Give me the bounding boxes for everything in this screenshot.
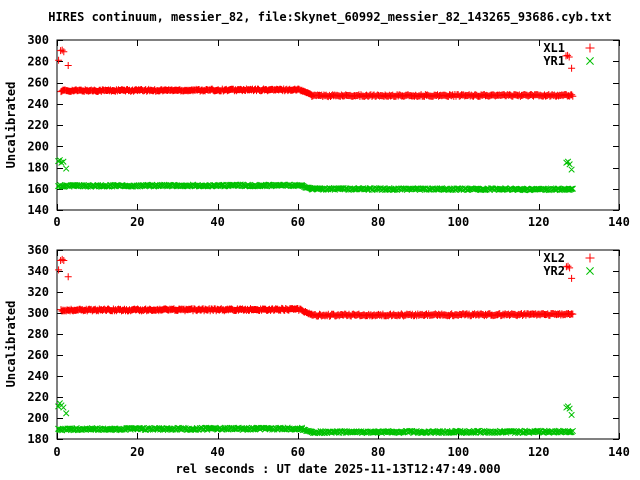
y-tick-label: 300 (27, 33, 49, 47)
panel-bottom: 0 20 40 60 80 100 120 140 180 200 220 240 260 280 300 3… (4, 243, 630, 459)
x-tick-label: 140 (608, 445, 630, 459)
legend-label-xl2: XL2 (543, 251, 565, 265)
legend-label-xl1: XL1 (543, 41, 565, 55)
x-tick-label: 40 (210, 215, 224, 229)
series-XL2-points (55, 255, 577, 320)
y-tick-label: 200 (27, 411, 49, 425)
y-tick-label: 280 (27, 54, 49, 68)
x-tick-label: 80 (371, 445, 385, 459)
y-tick-label: 200 (27, 139, 49, 153)
series-XL1-points (55, 46, 577, 101)
x-tick-label: 20 (130, 445, 144, 459)
axis-ticks (57, 250, 620, 440)
legend-label-yr1: YR1 (543, 54, 565, 68)
legend-marker-YR1 (586, 57, 594, 65)
x-tick-label: 0 (53, 445, 60, 459)
panel-top: 0 20 40 60 80 100 120 140 140 160 180 200 220 240 260 2… (4, 33, 630, 229)
y-tick-label: 220 (27, 390, 49, 404)
x-tick-label: 80 (371, 215, 385, 229)
x-tick-label: 40 (210, 445, 224, 459)
y-tick-label: 320 (27, 285, 49, 299)
y-tick-label: 180 (27, 432, 49, 446)
legend-marker-XL1 (585, 43, 595, 53)
panel-0-points (55, 46, 577, 194)
x-tick-label: 60 (291, 445, 305, 459)
x-tick-label: 100 (448, 215, 470, 229)
plot-border (56, 249, 620, 440)
panel-1-legend-markers (585, 253, 595, 275)
y-tick-label: 220 (27, 118, 49, 132)
panel-bottom-y-axis-label: Uncalibrated (4, 301, 18, 388)
legend-marker-XL2 (585, 253, 595, 263)
y-tick-label: 360 (27, 243, 49, 257)
legend-label-yr2: YR2 (543, 264, 565, 278)
x-tick-label: 140 (608, 215, 630, 229)
panel-1-axes: 0 20 40 60 80 100 120 140 180 200 220 240 260 280 300 3… (27, 243, 630, 459)
x-axis-label: rel seconds : UT date 2025-11-13T12:47:4… (175, 462, 500, 476)
legend-marker-YR2 (586, 267, 594, 275)
chart-title: HIRES continuum, messier_82, file:Skynet… (48, 10, 612, 25)
panel-1-points (55, 255, 577, 437)
y-tick-label: 280 (27, 327, 49, 341)
x-tick-label: 60 (291, 215, 305, 229)
series-YR2-points (55, 400, 576, 437)
x-tick-label: 100 (448, 445, 470, 459)
panel-0-legend-markers (585, 43, 595, 65)
series-YR1-points (55, 156, 576, 194)
y-tick-label: 300 (27, 306, 49, 320)
x-tick-label: 0 (53, 215, 60, 229)
y-tick-label: 240 (27, 369, 49, 383)
x-tick-label: 120 (528, 215, 550, 229)
y-tick-label: 340 (27, 264, 49, 278)
x-tick-label: 20 (130, 215, 144, 229)
panel-0-axes: 0 20 40 60 80 100 120 140 140 160 180 200 220 240 260 2… (27, 33, 630, 229)
x-tick-label: 120 (528, 445, 550, 459)
panel-top-y-axis-label: Uncalibrated (4, 82, 18, 169)
y-tick-label: 260 (27, 76, 49, 90)
y-tick-label: 140 (27, 203, 49, 217)
y-tick-label: 240 (27, 97, 49, 111)
y-tick-label: 160 (27, 182, 49, 196)
y-tick-label: 260 (27, 348, 49, 362)
y-tick-label: 180 (27, 161, 49, 175)
